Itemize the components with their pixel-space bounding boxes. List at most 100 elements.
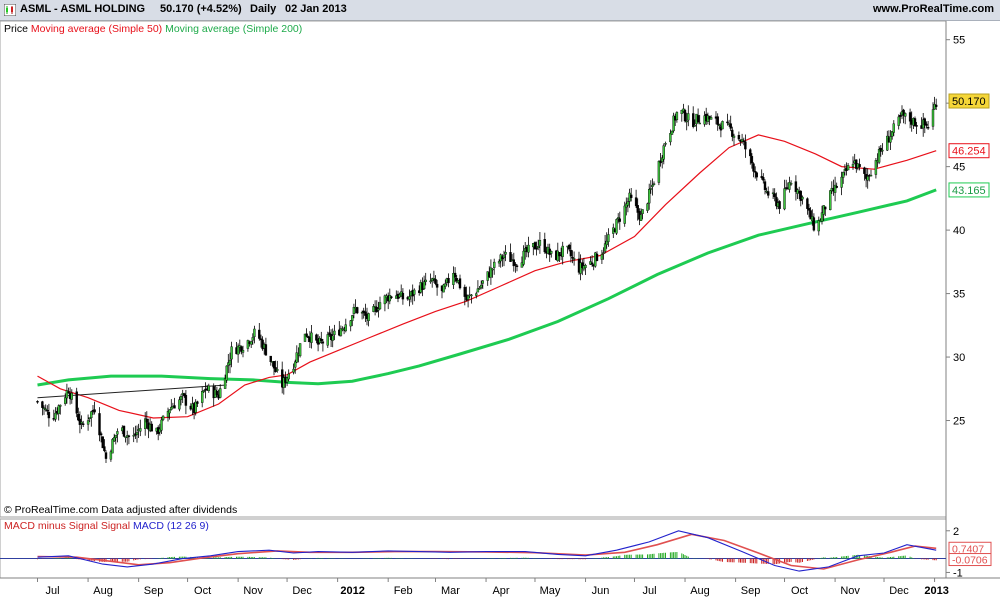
candle [230, 346, 233, 360]
candle [116, 431, 119, 435]
candle [352, 307, 356, 314]
candle [550, 250, 553, 254]
candle [434, 278, 437, 284]
site-link[interactable]: www.ProRealTime.com [872, 3, 994, 15]
candle [104, 452, 108, 459]
candle [378, 302, 382, 310]
candle [767, 191, 770, 196]
candle [925, 123, 928, 126]
candle [595, 253, 599, 262]
candle [470, 294, 473, 297]
candle [858, 164, 861, 168]
candle [390, 296, 393, 298]
candle [829, 190, 832, 211]
candle [740, 139, 744, 142]
candle [581, 262, 584, 268]
x-tick-label: 2013 [924, 585, 948, 597]
x-tick-label: Feb [394, 585, 413, 597]
candle [693, 125, 696, 127]
x-tick-label: Dec [889, 585, 909, 597]
candle [742, 140, 745, 143]
legend-macd: MACD (12 26 9) [133, 520, 209, 532]
x-tick-label: Aug [690, 585, 710, 597]
candle [726, 121, 729, 124]
candle [522, 250, 525, 265]
candle [59, 404, 62, 407]
candles-layer [36, 96, 938, 463]
x-axis-ticks: Jul Aug Sep Oct Nov Dec 2012 Feb Mar Apr May Jun Jul… [37, 578, 949, 597]
candle [218, 388, 222, 398]
ma200-tag: 43.165 [952, 185, 986, 197]
candle [809, 210, 812, 220]
candle [88, 417, 91, 420]
candle [533, 242, 537, 250]
candle [364, 311, 367, 316]
candle [763, 181, 767, 191]
candle [431, 278, 434, 282]
x-tick-label: Dec [292, 585, 312, 597]
candle [41, 401, 44, 408]
candle [892, 123, 895, 133]
candle [789, 182, 793, 185]
candle [328, 332, 331, 336]
candle [607, 234, 610, 242]
candle [408, 296, 411, 300]
candle [824, 206, 827, 210]
candle [429, 280, 432, 283]
candle [760, 176, 763, 179]
candle [639, 214, 643, 221]
candle [422, 281, 426, 290]
candle [618, 218, 621, 222]
x-tick-label: Sep [741, 585, 761, 597]
price-panel [0, 20, 947, 518]
candle [675, 112, 679, 121]
candle [349, 320, 352, 327]
candle [339, 328, 343, 336]
x-tick-label: Oct [791, 585, 808, 597]
candle [558, 251, 561, 257]
candle [497, 261, 501, 264]
hist-value-tag-box [948, 553, 992, 567]
candle [444, 283, 447, 287]
candle [225, 365, 228, 381]
legend-hist: MACD minus Signal Signal [4, 520, 130, 532]
candle [840, 176, 843, 188]
candle [783, 188, 786, 210]
candle [731, 129, 734, 137]
candle [246, 340, 250, 349]
candle [775, 196, 778, 207]
candle [750, 156, 754, 164]
candle [298, 343, 302, 357]
candle [891, 131, 894, 137]
candle [869, 174, 873, 177]
candle [320, 338, 323, 341]
candle [807, 208, 811, 211]
candle [258, 329, 261, 339]
candle [481, 280, 484, 284]
candle [491, 268, 494, 271]
x-tick-label: Mar [441, 585, 460, 597]
ma200-layer [37, 188, 937, 387]
candle [90, 411, 93, 419]
candle [623, 205, 626, 224]
candle [561, 245, 564, 257]
candle [923, 118, 926, 126]
candle [904, 113, 907, 117]
candle [902, 109, 905, 116]
candle [931, 109, 935, 127]
candle [886, 135, 889, 151]
x-tick-label: Nov [243, 585, 263, 597]
candle [605, 240, 608, 245]
candle [442, 284, 445, 293]
candle [228, 359, 232, 365]
candle [590, 262, 594, 265]
candle [502, 255, 506, 259]
candle [641, 209, 644, 214]
candle [799, 190, 802, 201]
candle [877, 148, 881, 163]
candle [476, 288, 480, 293]
candle [57, 405, 60, 414]
candle [276, 369, 279, 371]
candle [372, 306, 375, 312]
candle [178, 399, 181, 410]
